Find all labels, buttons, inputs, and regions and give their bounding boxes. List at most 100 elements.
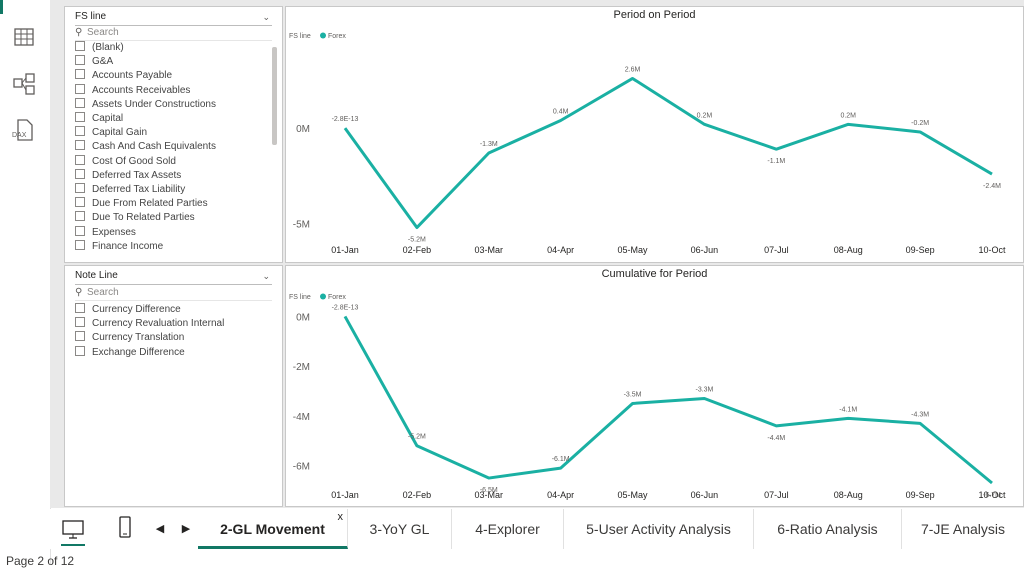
slicer-item[interactable]: Capital (75, 112, 123, 126)
checkbox[interactable] (75, 112, 85, 122)
slicer-header[interactable]: Note Line ⌄ (75, 268, 272, 285)
search-placeholder: Search (87, 27, 119, 38)
slicer-search[interactable]: ⚲ Search (75, 26, 272, 41)
slicer-item-label: Currency Translation (92, 332, 185, 344)
x-tick-label: 10-Oct (978, 490, 1006, 500)
mobile-layout-icon[interactable] (110, 509, 140, 549)
tab-label: 6-Ratio Analysis (777, 521, 878, 537)
x-tick-label: 06-Jun (691, 490, 719, 500)
tab-2-gl-movement[interactable]: 2-GL Movement x (198, 509, 348, 549)
x-tick-label: 02-Feb (403, 245, 432, 255)
slicer-item-label: Due From Related Parties (92, 198, 208, 210)
checkbox[interactable] (75, 317, 85, 328)
left-view-rail: DAX (0, 0, 51, 564)
data-label: -2.8E-13 (332, 116, 359, 123)
close-icon[interactable]: x (337, 511, 344, 523)
slicer-item[interactable]: Exchange Difference (75, 345, 185, 360)
next-page-button[interactable]: ▶ (181, 523, 191, 535)
slicer-item[interactable]: (Blank) (75, 41, 124, 55)
slicer-item[interactable]: Cost Of Good Sold (75, 154, 176, 169)
checkbox[interactable] (75, 83, 85, 94)
slicer-item[interactable]: Accounts Receivables (75, 83, 190, 98)
slicer-item-label: Finance Income (92, 240, 164, 252)
chart-title: Period on Period (613, 9, 696, 21)
y-tick-label: 0M (296, 312, 310, 323)
period-on-period-chart[interactable]: Period on Period FS line Forex 0M -5M 01-Jan… (285, 6, 1024, 263)
slicer-item[interactable]: Capital Gain (75, 126, 147, 140)
slicer-item[interactable]: Finance Income (75, 239, 164, 254)
x-tick-label: 10-Oct (978, 245, 1006, 255)
slicer-item-label: Assets Under Constructions (92, 98, 216, 110)
slicer-item[interactable]: Due To Related Parties (75, 211, 195, 225)
checkbox[interactable] (75, 41, 85, 51)
slicer-item-label: Currency Difference (92, 304, 181, 315)
chevron-down-icon[interactable]: ⌄ (262, 12, 270, 22)
slicer-header[interactable]: FS line ⌄ (75, 9, 272, 26)
cumulative-for-period-chart[interactable]: Cumulative for Period FS line Forex 0M -2M -… (285, 265, 1024, 507)
checkbox[interactable] (75, 239, 85, 250)
data-label: -6.1M (552, 456, 570, 463)
x-tick-label: 01-Jan (331, 245, 359, 255)
checkbox[interactable] (75, 69, 85, 80)
x-tick-label: 09-Sep (906, 490, 935, 500)
checkbox[interactable] (75, 197, 85, 208)
x-tick-label: 04-Apr (547, 490, 574, 500)
slicer-item[interactable]: Assets Under Constructions (75, 97, 216, 112)
slicer-item[interactable]: Cash And Cash Equivalents (75, 140, 216, 154)
checkbox[interactable] (75, 140, 85, 151)
slicer-item[interactable]: Deferred Tax Liability (75, 183, 185, 197)
data-label: -4.4M (767, 435, 785, 442)
checkbox[interactable] (75, 168, 85, 179)
tab-label: 3-YoY GL (369, 521, 430, 537)
slicer-item[interactable]: Deferred Tax Assets (75, 168, 182, 183)
checkbox[interactable] (75, 183, 85, 193)
data-label: -6.5M (480, 487, 498, 494)
previous-page-button[interactable]: ◀ (155, 523, 165, 535)
slicer-item-label: Deferred Tax Assets (92, 169, 182, 181)
slicer-item[interactable]: Expenses (75, 225, 136, 240)
tab-label: 7-JE Analysis (920, 521, 1006, 537)
checkbox[interactable] (75, 126, 85, 137)
data-label: -1.3M (480, 141, 498, 148)
y-tick-label: -4M (293, 412, 310, 423)
checkbox[interactable] (75, 55, 85, 66)
slicer-scrollbar[interactable] (272, 47, 277, 145)
tab-4-explorer[interactable]: 4-Explorer (452, 509, 564, 549)
chevron-down-icon[interactable]: ⌄ (262, 271, 270, 281)
y-tick-label: -5M (293, 220, 310, 231)
tab-7-je-analysis[interactable]: 7-JE Analysis (902, 509, 1024, 549)
y-tick-label: -2M (293, 362, 310, 373)
slicer-item[interactable]: Currency Translation (75, 331, 184, 345)
desktop-layout-icon[interactable] (56, 509, 90, 549)
x-tick-label: 06-Jun (691, 245, 719, 255)
checkbox[interactable] (75, 303, 85, 313)
slicer-item-label: Capital Gain (92, 127, 148, 139)
dax-query-icon[interactable]: DAX (12, 118, 36, 142)
tab-6-ratio-analysis[interactable]: 6-Ratio Analysis (754, 509, 902, 549)
checkbox[interactable] (75, 345, 85, 356)
tab-5-user-activity-analysis[interactable]: 5-User Activity Analysis (564, 509, 754, 549)
tab-label: 4-Explorer (475, 521, 540, 537)
slicer-item[interactable]: Accounts Payable (75, 69, 172, 83)
checkbox[interactable] (75, 97, 85, 108)
note-line-slicer: Note Line ⌄ ⚲ Search Currency Difference C… (64, 265, 283, 507)
slicer-item[interactable]: G&A (75, 55, 113, 69)
slicer-item-label: G&A (92, 56, 114, 68)
slicer-item[interactable]: Currency Revaluation Internal (75, 317, 224, 331)
slicer-item-label: Capital (92, 113, 124, 124)
model-view-icon[interactable] (12, 72, 36, 96)
dax-label: DAX (12, 132, 27, 139)
checkbox[interactable] (75, 225, 85, 236)
slicer-search[interactable]: ⚲ Search (75, 286, 272, 301)
data-label: -3.5M (624, 391, 642, 398)
tab-label: 5-User Activity Analysis (586, 521, 731, 537)
series-line-forex (343, 76, 993, 230)
slicer-item[interactable]: Due From Related Parties (75, 197, 208, 211)
data-view-icon[interactable] (12, 25, 36, 49)
slicer-item-label: Expenses (92, 226, 136, 238)
checkbox[interactable] (75, 154, 85, 165)
checkbox[interactable] (75, 331, 85, 342)
checkbox[interactable] (75, 211, 85, 222)
slicer-item[interactable]: Currency Difference (75, 303, 181, 317)
tab-3-yoy-gl[interactable]: 3-YoY GL (348, 509, 452, 549)
